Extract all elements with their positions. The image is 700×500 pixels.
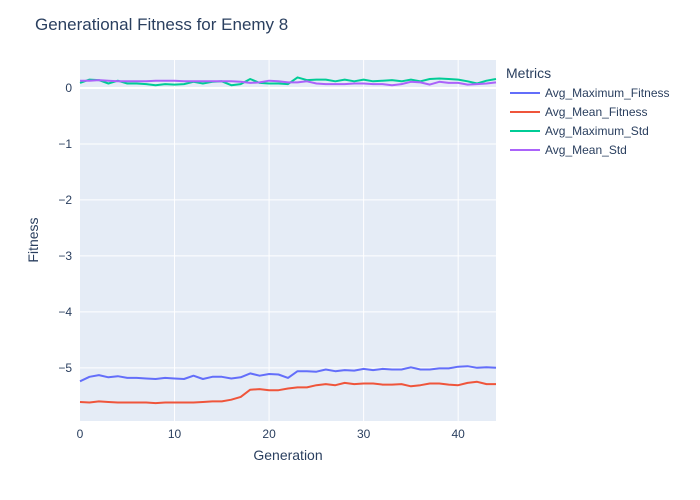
y-tick-label: 0	[65, 81, 72, 95]
legend-item[interactable]: Avg_Maximum_Std	[510, 124, 649, 138]
series-line-avg-mean-fitness	[79, 380, 496, 405]
y-axis-title: Fitness	[25, 217, 41, 262]
x-tick-label: 20	[262, 427, 276, 441]
legend-label: Avg_Mean_Std	[545, 143, 627, 157]
y-tick-label: −5	[58, 361, 72, 375]
x-tick-label: 10	[168, 427, 182, 441]
tick-labels: 0 10 20 30 40 0 −1 −2 −3 −4 −5	[58, 81, 465, 441]
legend-item[interactable]: Avg_Maximum_Fitness	[510, 86, 670, 100]
legend: Metrics Avg_Maximum_Fitness Avg_Mean_Fitn…	[506, 65, 670, 157]
x-tick-label: 40	[452, 427, 466, 441]
series-line-avg-mean-std	[80, 79, 497, 87]
legend-label: Avg_Mean_Fitness	[545, 105, 648, 119]
legend-title: Metrics	[506, 65, 551, 81]
x-tick-label: 0	[77, 427, 84, 441]
grid-lines	[80, 60, 496, 421]
x-tick-label: 30	[357, 427, 371, 441]
legend-item[interactable]: Avg_Mean_Std	[510, 143, 627, 157]
series-line-avg-maximum-fitness	[79, 365, 497, 383]
chart-title: Generational Fitness for Enemy 8	[35, 15, 288, 34]
legend-item[interactable]: Avg_Mean_Fitness	[510, 105, 648, 119]
legend-label: Avg_Maximum_Fitness	[545, 86, 670, 100]
plot-area	[80, 60, 496, 421]
y-tick-label: −2	[58, 193, 72, 207]
y-tick-label: −4	[58, 305, 72, 319]
x-axis-title: Generation	[253, 447, 322, 463]
y-tick-label: −3	[58, 249, 72, 263]
series-lines	[79, 76, 497, 405]
legend-label: Avg_Maximum_Std	[545, 124, 649, 138]
y-tick-label: −1	[58, 137, 72, 151]
series-line-avg-maximum-std	[79, 76, 497, 87]
